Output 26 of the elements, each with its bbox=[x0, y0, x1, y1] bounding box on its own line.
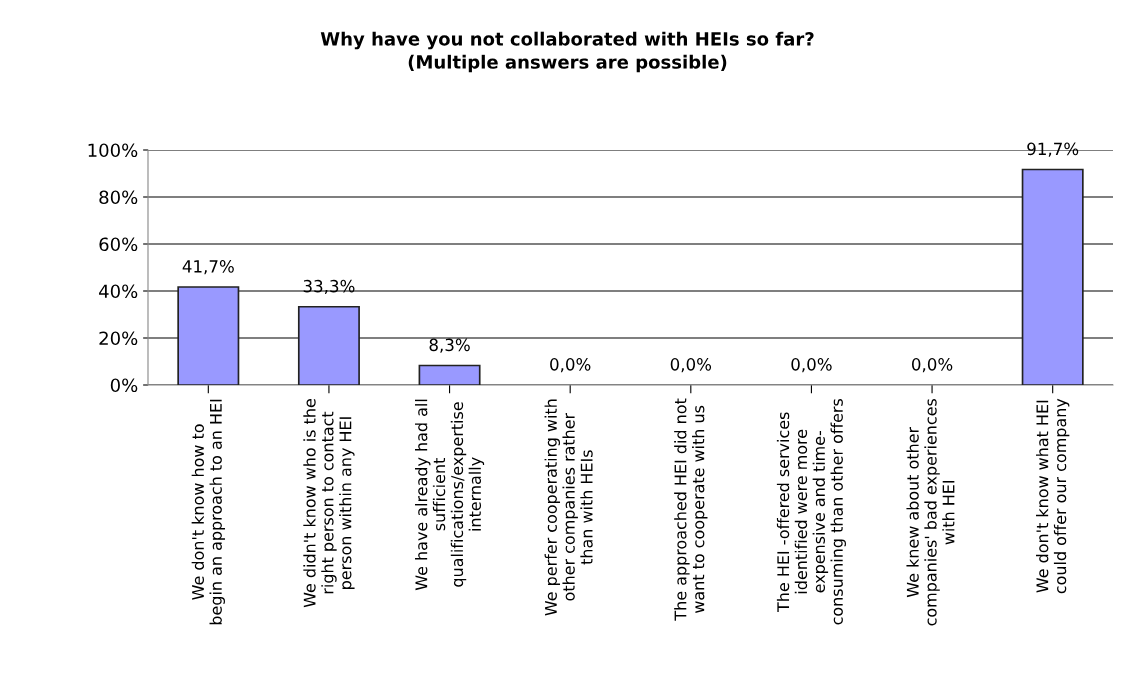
bar bbox=[297, 305, 360, 385]
data-label: 91,7% bbox=[1027, 142, 1079, 157]
y-tick-label: 0% bbox=[110, 378, 138, 393]
x-tick-label: We knew about other companies' bad experiences with HEI bbox=[906, 398, 955, 626]
data-label: 0,0% bbox=[670, 358, 712, 373]
x-tick-label: The HEI -offered services identified were more expensive and time- consuming than other offers bbox=[776, 398, 846, 625]
chart-title: Why have you not collaborated with HEIs so far? (Multiple answers are possible) bbox=[320, 31, 814, 73]
x-tick-label: We didn't know who is the right person to contact person within any HEI bbox=[303, 399, 355, 608]
data-label: 33,3% bbox=[303, 279, 355, 295]
x-tick-label: We don't know what HEI could offer our company bbox=[1036, 398, 1070, 594]
x-tick-label: We perfer cooperating with other companies rather than with HEIs bbox=[544, 399, 593, 616]
data-label: 0,0% bbox=[911, 358, 953, 373]
data-label: 0,0% bbox=[550, 358, 591, 373]
data-label: 0,0% bbox=[791, 358, 832, 373]
x-tick-label: We don't know how to begin an approach to an HEI bbox=[191, 399, 225, 625]
y-tick-label: 40% bbox=[99, 284, 138, 299]
bar bbox=[418, 364, 481, 385]
y-tick-label: 80% bbox=[99, 190, 138, 205]
bar bbox=[1021, 168, 1084, 385]
data-label: 8,3% bbox=[429, 338, 470, 353]
y-tick-label: 60% bbox=[99, 237, 138, 252]
data-label: 41,7% bbox=[182, 260, 234, 275]
y-tick-label: 100% bbox=[88, 143, 138, 158]
bar bbox=[177, 286, 240, 385]
x-tick-label: We have already had all sufficient qualifications/expertise internally bbox=[415, 399, 485, 591]
y-tick-label: 20% bbox=[99, 331, 138, 346]
